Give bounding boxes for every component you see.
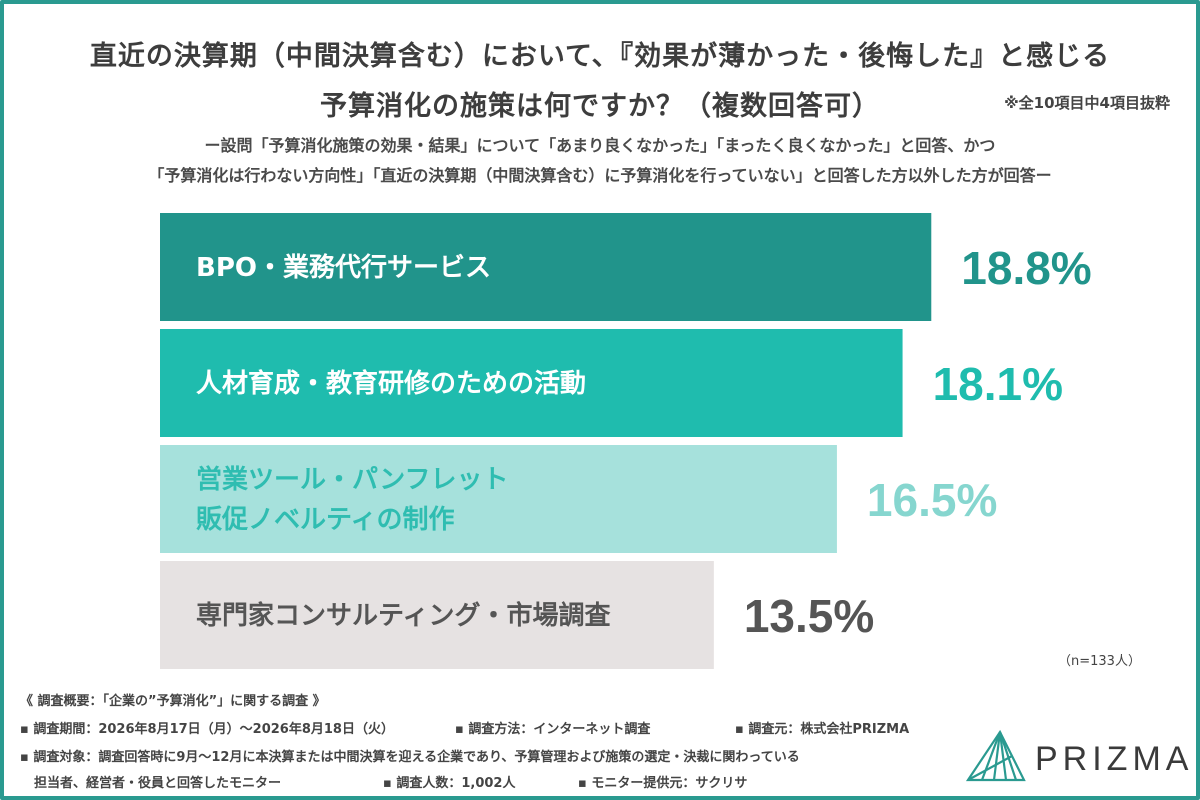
bar-4 [160, 561, 714, 669]
excerpt-note: ※全10項目中4項目抜粋 [1004, 94, 1170, 112]
survey-provider: ▪ モニター提供元：サクリサ [578, 776, 748, 791]
survey-method: ▪ 調査方法：インターネット調査 [455, 722, 651, 737]
subtitle-line2: 「予算消化は行わない方向性」「直近の決算期（中間決算含む）に予算消化を行っていな… [148, 166, 1052, 185]
bar-label-1: BPO・業務代行サービス [196, 252, 491, 283]
chart-title-line2: 予算消化の施策は何ですか？（複数回答可） [320, 91, 880, 122]
survey-target-line1: ▪ 調査対象：調査回答時に9月〜12月に本決算または中間決算を迎える企業であり、… [20, 750, 800, 765]
sample-size-note: （n=133人） [1058, 654, 1141, 669]
bar-3 [160, 445, 837, 553]
survey-heading: 《 調査概要：「企業の”予算消化”」に関する調査 》 [20, 694, 326, 709]
bar-label-2: 人材育成・教育研修のための活動 [196, 368, 586, 399]
value-label-4: 13.5% [744, 590, 874, 642]
subtitle-line1: ー設問「予算消化施策の効果・結果」について「あまり良くなかった」「まったく良くな… [204, 136, 996, 155]
value-label-1: 18.8% [961, 242, 1091, 294]
chart-title-line1: 直近の決算期（中間決算含む）において、『効果が薄かった・後悔した』と感じる [89, 41, 1111, 72]
value-label-2: 18.1% [933, 358, 1063, 410]
bar-1 [160, 213, 932, 321]
prizma-logo-text: PRIZMA [1035, 740, 1194, 778]
prizma-logo-icon [965, 729, 1026, 782]
survey-source: ▪ 調査元：株式会社PRIZMA [735, 722, 910, 737]
survey-count: ▪ 調査人数：1,002人 [383, 776, 516, 791]
survey-target-line2: 担当者、経営者・役員と回答したモニター [34, 776, 282, 791]
bar-label-4: 専門家コンサルティング・市場調査 [196, 600, 610, 631]
survey-period: ▪ 調査期間：2026年8月17日（月）〜2026年8月18日（火） [20, 722, 394, 737]
value-label-3: 16.5% [867, 474, 997, 526]
bar-label-3: 営業ツール・パンフレット販促ノベルティの制作 [196, 465, 509, 535]
bar-2 [160, 329, 903, 437]
